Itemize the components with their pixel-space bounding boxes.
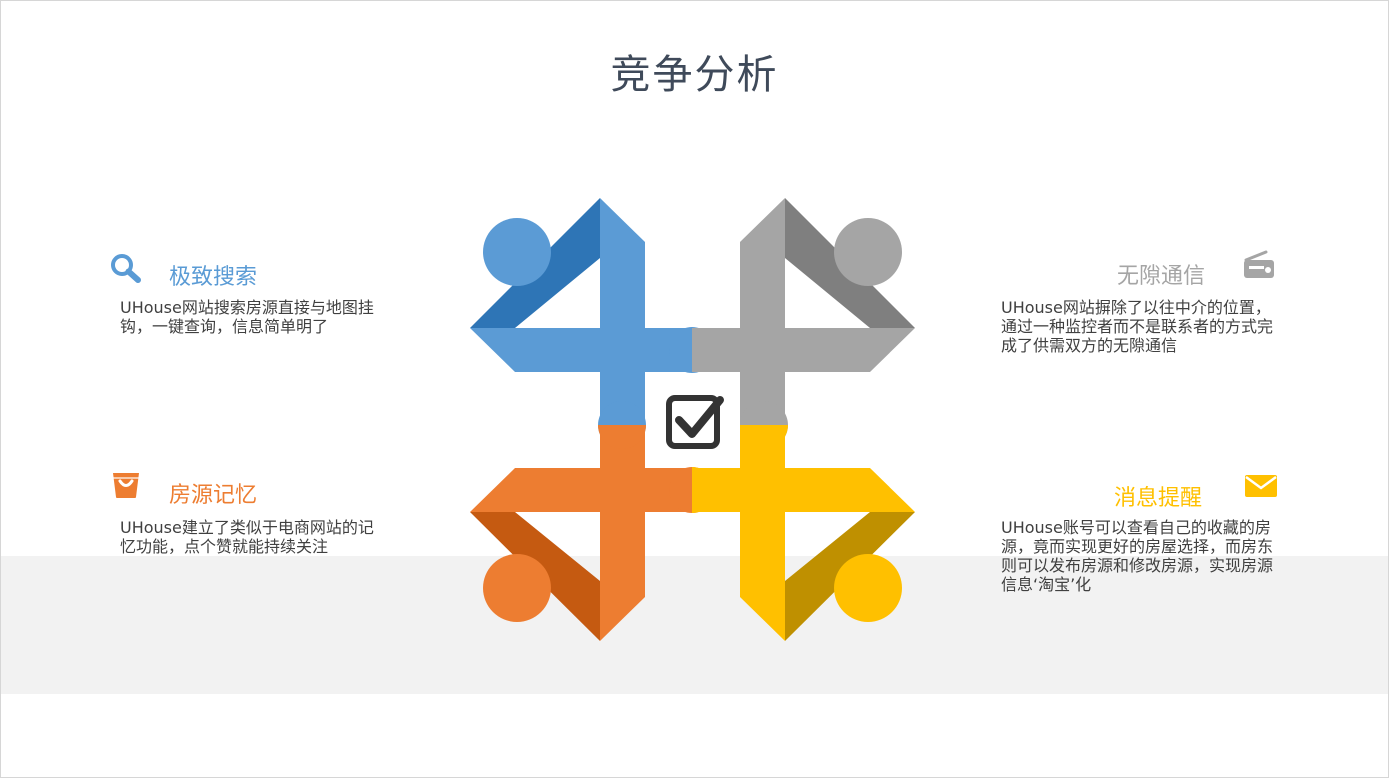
feature-title-search: 极致搜索	[169, 265, 258, 290]
background-band	[1, 556, 1388, 694]
feature-desc-search: UHouse网站搜索房源直接与地图挂钩，一键查询，信息简单明了	[120, 298, 374, 336]
slide-title: 竞争分析	[610, 52, 779, 98]
teamwork-diagram	[470, 198, 915, 641]
orange-figure	[470, 425, 715, 641]
shopping-bag-icon	[111, 470, 141, 504]
blue-figure	[470, 198, 715, 449]
feature-desc-communication: UHouse网站摒除了以往中介的位置，通过一种监控者而不是联系者的方式完成了供需…	[1001, 298, 1274, 355]
feature-desc-memory: UHouse建立了类似于电商网站的记忆功能，点个赞就能持续关注	[120, 518, 374, 556]
search-icon	[110, 253, 142, 287]
feature-title-reminder: 消息提醒	[1114, 486, 1203, 511]
feature-title-memory: 房源记忆	[169, 483, 258, 508]
feature-title-communication: 无隙通信	[1117, 264, 1206, 289]
envelope-icon	[1244, 474, 1278, 502]
radio-icon	[1242, 249, 1276, 285]
gray-figure	[692, 198, 915, 449]
yellow-figure	[692, 425, 915, 641]
checkbox-checked-icon	[666, 395, 724, 449]
feature-desc-reminder: UHouse账号可以查看自己的收藏的房源，竟而实现更好的房屋选择，而房东则可以发…	[1001, 518, 1274, 594]
